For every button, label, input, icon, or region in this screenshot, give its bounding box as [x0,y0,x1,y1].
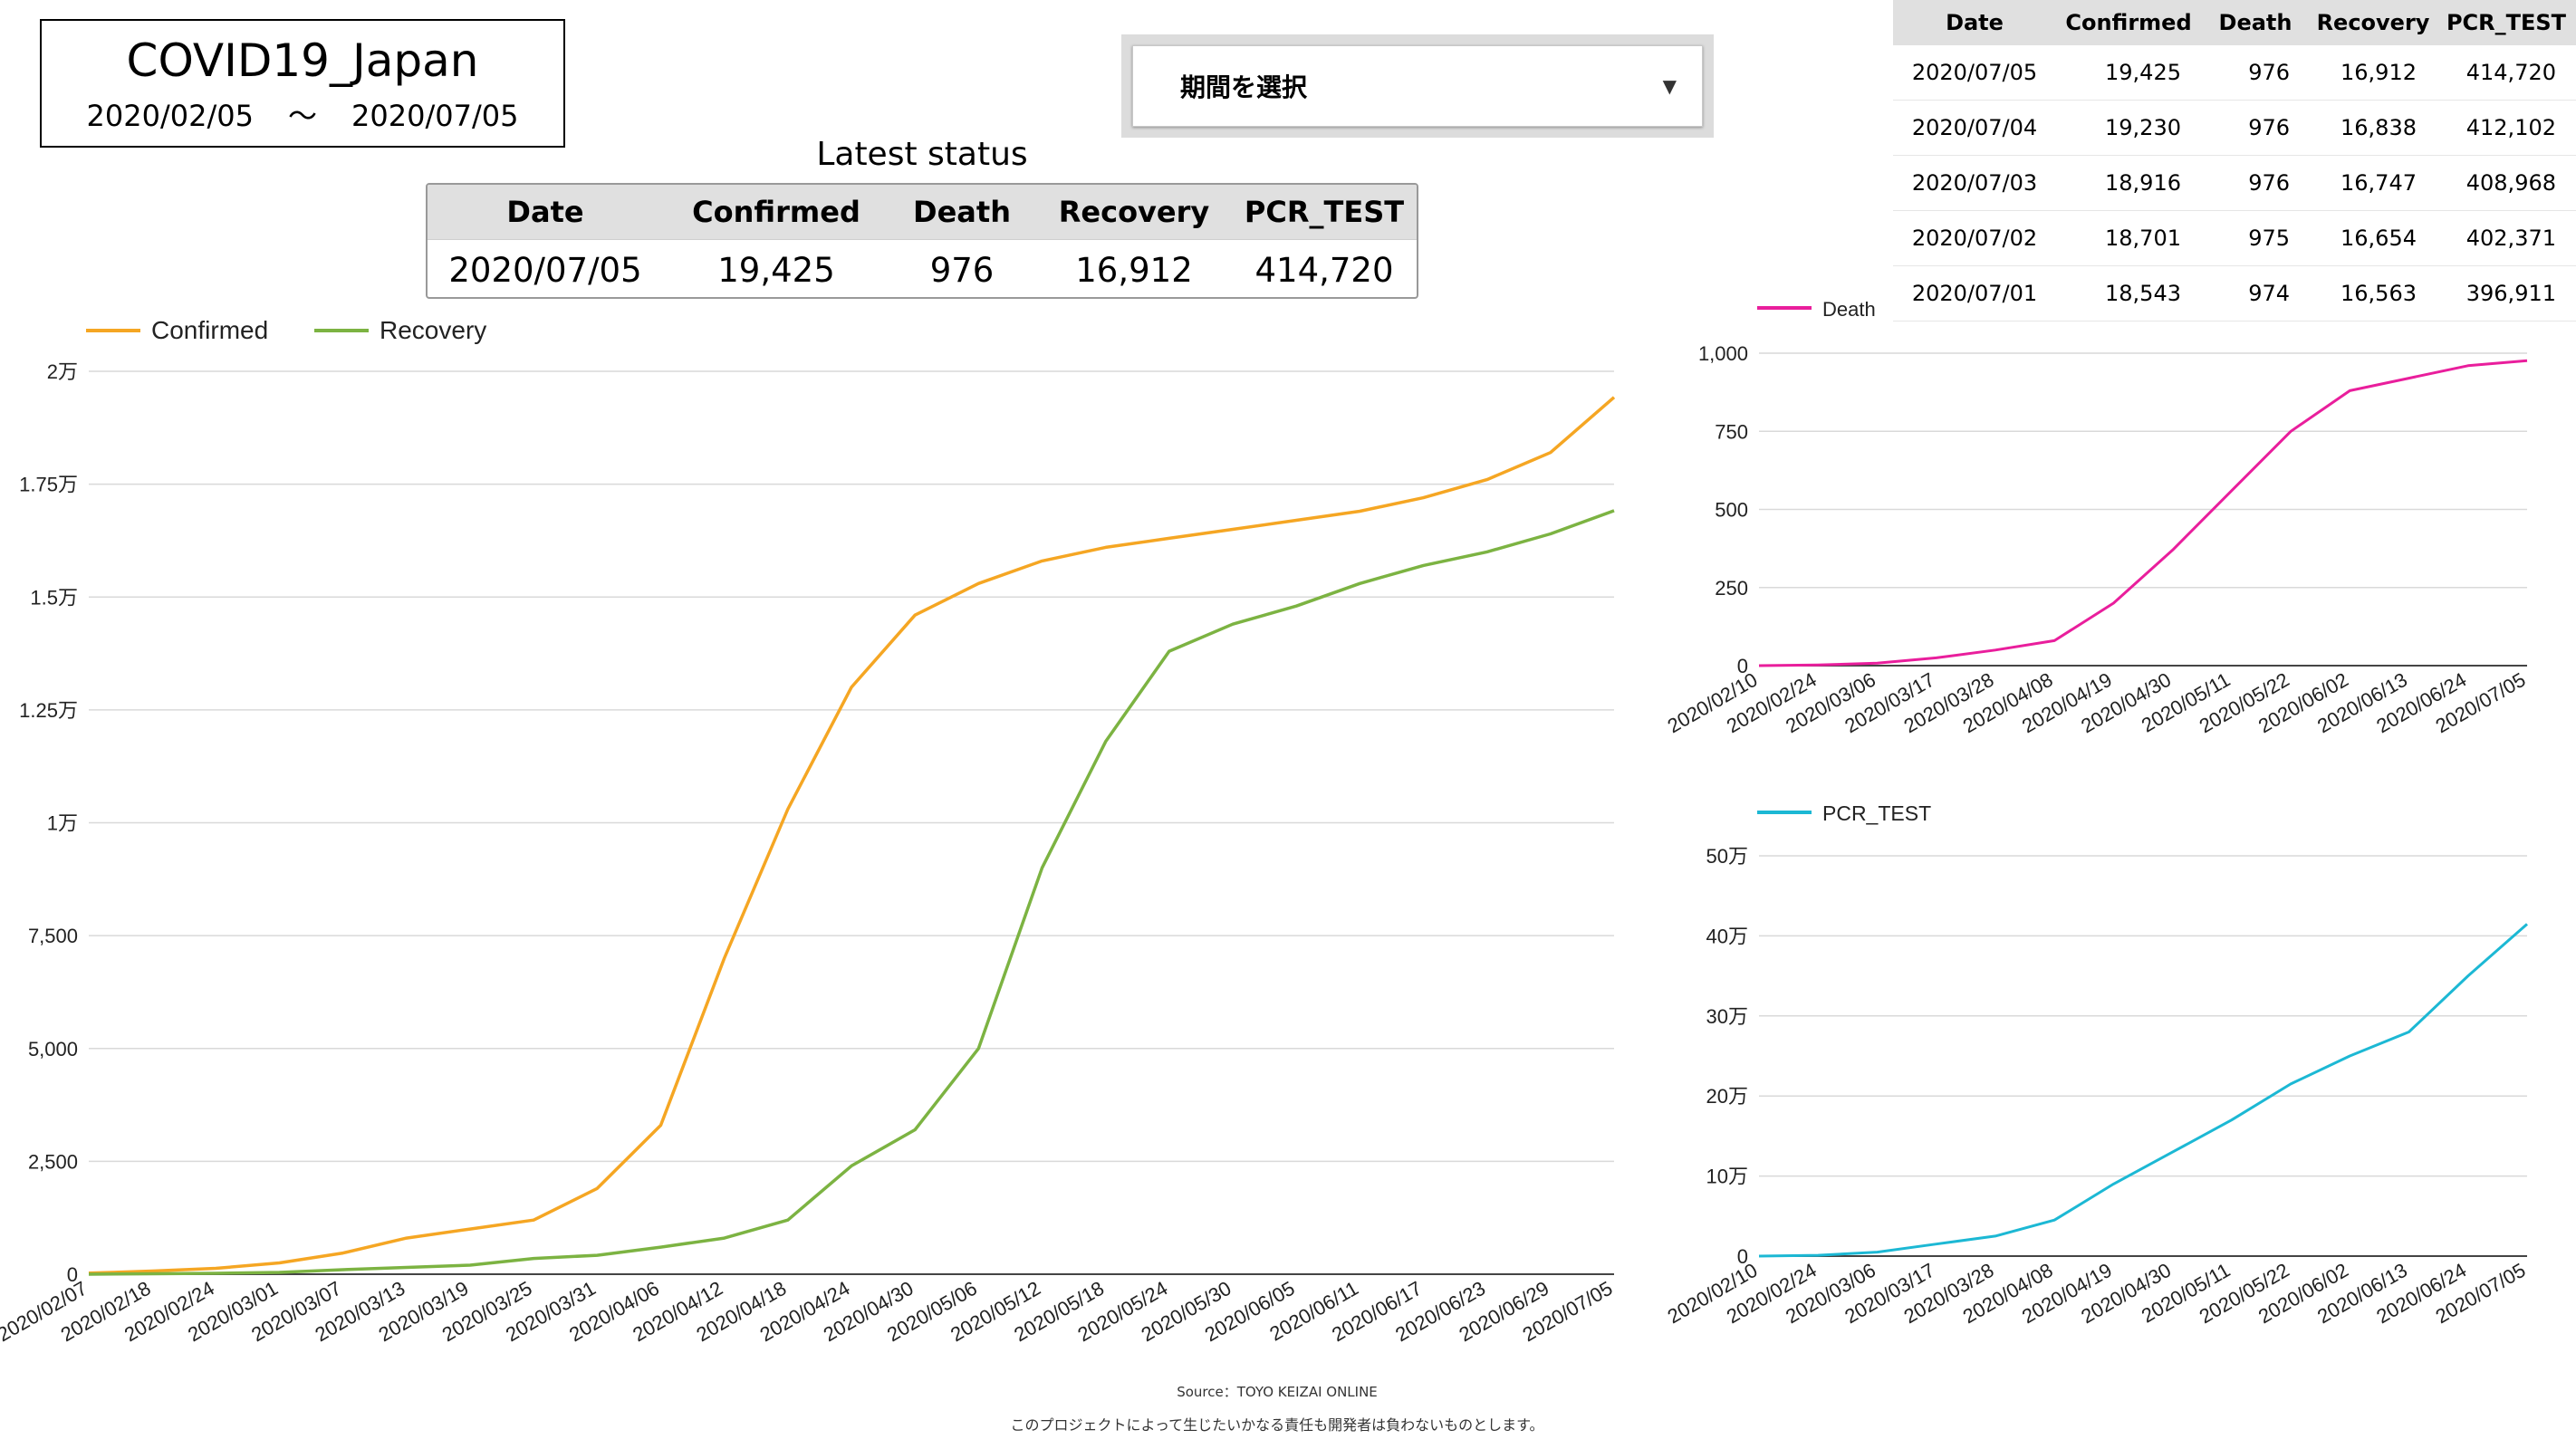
y-tick-label: 0 [1737,655,1748,677]
latest-death: 976 [929,250,995,290]
period-select-container: 期間を選択 ▼ [1121,34,1714,138]
cell-death: 974 [2248,281,2290,306]
y-tick-label: 500 [1715,499,1748,522]
series-line-pcr_test [1758,923,2528,1258]
cell-date: 2020/07/04 [1911,115,2038,140]
latest-recovery: 16,912 [1075,250,1193,290]
y-tick-label: 250 [1715,577,1748,600]
y-tick-label: 0 [1737,1245,1748,1268]
cell-recovery: 16,912 [2341,60,2417,85]
y-tick-label: 750 [1715,420,1748,443]
cell-death: 975 [2248,226,2290,251]
cell-date: 2020/07/05 [1911,60,2038,85]
y-tick-label: 7,500 [28,925,78,947]
y-tick-label: 1.75万 [19,474,78,496]
recent-table-header-row: Date Confirmed Death Recovery PCR_TEST [1893,0,2576,45]
start-date: 2020/02/05 [86,99,254,133]
column-header-death[interactable]: Death [913,195,1011,229]
cell-pcr-test: 408,968 [2465,170,2556,196]
y-tick-label: 1.25万 [19,699,78,722]
y-tick-label: 1.5万 [30,586,78,609]
cell-confirmed: 18,701 [2105,226,2181,251]
series-line-confirmed [88,396,1616,1275]
death-chart[interactable]: 02505007501,0002020/02/102020/02/242020/… [1658,290,2576,761]
latest-status-row: 2020/07/05 19,425 976 16,912 414,720 [428,240,1417,297]
date-range-separator: 〜 [287,99,317,133]
table-row: 2020/07/05 19,425 976 16,912 414,720 [1893,45,2576,101]
recent-data-table: Date Confirmed Death Recovery PCR_TEST 2… [1893,0,2576,321]
cell-death: 976 [2248,60,2290,85]
column-header-date[interactable]: Date [506,195,584,229]
cell-recovery: 16,563 [2341,281,2417,306]
table-row: 2020/07/03 18,916 976 16,747 408,968 [1893,156,2576,211]
y-tick-label: 30万 [1706,1005,1748,1028]
cell-recovery: 16,654 [2341,226,2417,251]
table-row: 2020/07/04 19,230 976 16,838 412,102 [1893,101,2576,156]
latest-date: 2020/07/05 [448,250,642,290]
y-tick-label: 0 [67,1263,78,1286]
chevron-down-icon[interactable]: ▼ [1662,75,1677,97]
disclaimer-note: このプロジェクトによって生じたいかなる責任も開発者は負わないものとします。 [1010,1416,1544,1434]
column-header-confirmed[interactable]: Confirmed [692,195,860,229]
cell-confirmed: 19,425 [2105,60,2181,85]
title-box: COVID19_Japan 2020/02/05 〜 2020/07/05 [40,19,565,148]
period-select-dropdown[interactable]: 期間を選択 ▼ [1132,45,1703,127]
table-row: 2020/07/02 18,701 975 16,654 402,371 [1893,211,2576,266]
column-header-recovery[interactable]: Recovery [1058,195,1210,229]
table-row: 2020/07/01 18,543 974 16,563 396,911 [1893,266,2576,321]
cell-death: 976 [2248,115,2290,140]
legend-label: Recovery [380,316,486,344]
y-tick-label: 2,500 [28,1150,78,1173]
column-header-death[interactable]: Death [2218,10,2292,35]
cell-confirmed: 18,543 [2105,281,2181,306]
y-tick-label: 20万 [1706,1085,1748,1108]
cell-confirmed: 19,230 [2105,115,2181,140]
latest-pcr-test: 414,720 [1254,250,1394,290]
cell-date: 2020/07/01 [1911,281,2038,306]
latest-confirmed: 19,425 [717,250,835,290]
cell-pcr-test: 414,720 [2465,60,2556,85]
series-line-recovery [88,509,1615,1276]
y-tick-label: 5,000 [28,1038,78,1060]
cell-death: 976 [2248,170,2290,196]
legend-label: PCR_TEST [1822,801,1931,825]
y-tick-label: 40万 [1706,925,1748,947]
date-range: 2020/02/05 〜 2020/07/05 [42,93,563,135]
cell-date: 2020/07/03 [1911,170,2038,196]
column-header-pcr-test[interactable]: PCR_TEST [1244,195,1405,229]
series-line-death [1758,359,2528,667]
cell-recovery: 16,838 [2341,115,2417,140]
latest-status-table: Date Confirmed Death Recovery PCR_TEST 2… [426,183,1418,299]
latest-status-title: Latest status [816,136,1028,173]
cell-recovery: 16,747 [2341,170,2417,196]
y-tick-label: 1,000 [1698,342,1748,365]
end-date: 2020/07/05 [351,99,519,133]
column-header-confirmed[interactable]: Confirmed [2065,10,2192,35]
source-note: Source：TOYO KEIZAI ONLINE [1177,1384,1378,1400]
y-tick-label: 10万 [1706,1166,1748,1188]
period-select-label: 期間を選択 [1180,72,1308,102]
cell-confirmed: 18,916 [2105,170,2181,196]
column-header-recovery[interactable]: Recovery [2316,10,2430,35]
legend-label: Death [1822,298,1876,321]
latest-status-header-row: Date Confirmed Death Recovery PCR_TEST [428,185,1417,240]
y-tick-label: 1万 [47,812,78,835]
pcr-test-chart[interactable]: 010万20万30万40万50万2020/02/102020/02/242020… [1658,792,2576,1372]
column-header-pcr-test[interactable]: PCR_TEST [2446,10,2567,35]
column-header-date[interactable]: Date [1946,10,2004,35]
y-tick-label: 2万 [47,360,78,383]
cell-pcr-test: 412,102 [2465,115,2556,140]
cell-pcr-test: 396,911 [2465,281,2556,306]
cell-date: 2020/07/02 [1911,226,2038,251]
confirmed-recovery-chart[interactable]: 02,5005,0007,5001万1.25万1.5万1.75万2万2020/0… [0,308,1621,1377]
legend-label: Confirmed [151,316,268,344]
cell-pcr-test: 402,371 [2465,226,2556,251]
y-tick-label: 50万 [1706,845,1748,868]
report-title: COVID19_Japan [126,34,479,87]
